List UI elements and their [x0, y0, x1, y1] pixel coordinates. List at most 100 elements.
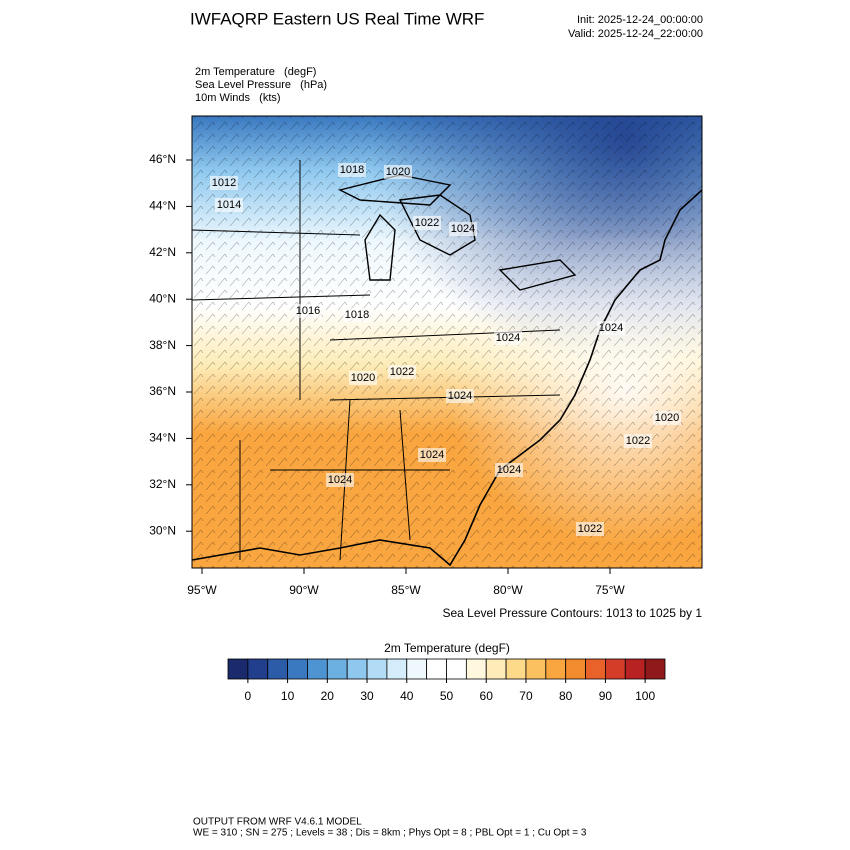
colorbar-box [485, 658, 507, 680]
lat-label: 40°N [149, 291, 176, 305]
contour-label: 1018 [345, 309, 369, 321]
colorbar-box [525, 658, 547, 680]
colorbar-box [247, 658, 269, 680]
contour-label: 1024 [420, 449, 444, 461]
contour-label-box [597, 321, 625, 335]
lat-label: 34°N [149, 431, 176, 445]
colorbar-box [227, 658, 249, 680]
lat-label: 44°N [149, 199, 176, 213]
map-frame [191, 115, 703, 569]
lon-label: 75°W [595, 583, 625, 597]
colorbar-box [605, 658, 626, 680]
contour-label-box [653, 411, 681, 425]
contour-label-box [449, 222, 477, 236]
contour-label: 1022 [415, 217, 439, 229]
contour-label: 1022 [578, 523, 602, 535]
field-name: Sea Level Pressure (hPa) [195, 79, 327, 91]
colorbar-box [446, 658, 467, 680]
colorbar-tick-label: 10 [281, 689, 295, 703]
colorbar-tick-label: 80 [559, 689, 573, 703]
colorbar-tick-label: 30 [360, 689, 374, 703]
colorbar-box [366, 658, 388, 680]
colorbar-box [386, 658, 408, 680]
colorbar-box [505, 658, 527, 680]
colorbar-box [287, 658, 308, 680]
contour-label-box [446, 389, 474, 403]
lon-label: 85°W [391, 583, 421, 597]
colorbar-tick-label: 70 [519, 689, 533, 703]
contour-label: 1016 [296, 305, 320, 317]
contour-label: 1018 [340, 164, 364, 176]
contour-label: 1022 [626, 435, 650, 447]
wind-barbs [192, 116, 702, 568]
lat-label: 30°N [149, 523, 176, 537]
contour-label: 1024 [497, 464, 521, 476]
lat-label: 32°N [149, 477, 176, 491]
contour-label-box [494, 331, 522, 345]
field-name: 10m Winds (kts) [195, 92, 281, 104]
contour-label-box [343, 308, 371, 322]
colorbar-box [585, 658, 606, 680]
colorbar: 0 10 20 30 40 50 60 70 80 90 100 [227, 658, 666, 703]
footer-line-2: WE = 310 ; SN = 275 ; Levels = 38 ; Dis … [193, 828, 587, 839]
map-axes: 46°N 44°N 42°N 40°N 38°N 36°N 34°N 32°N 30°N 95°W… [149, 152, 625, 597]
contour-label: 1024 [496, 332, 520, 344]
contour-label-box [294, 304, 322, 318]
field-name: 2m Temperature (degF) [195, 66, 316, 78]
colorbar-tick-label: 90 [599, 689, 613, 703]
contour-label: 1022 [390, 366, 414, 378]
contour-label-box [576, 522, 604, 536]
contour-label-box [338, 163, 366, 177]
great-lakes [337, 174, 577, 291]
colorbar-box [326, 658, 348, 680]
contour-label: 1024 [599, 322, 623, 334]
init-time: Init: 2025-12-24_00:00:00 [577, 14, 703, 26]
contour-label-box [418, 448, 446, 462]
lon-label: 95°W [187, 583, 217, 597]
footer-line-1: OUTPUT FROM WRF V4.6.1 MODEL [193, 817, 362, 828]
lat-label: 38°N [149, 338, 176, 352]
contour-labels: 1016 1018 1020 1022 1024 1024 1024 1024 1022 1022… [210, 163, 681, 536]
contour-label-box [413, 216, 441, 230]
lon-label: 80°W [493, 583, 523, 597]
colorbar-box [346, 658, 368, 680]
contour-label-box [349, 371, 377, 385]
contour-label: 1020 [386, 166, 410, 178]
contour-label-box [384, 165, 412, 179]
field-list: 2m Temperature (degF)Sea Level Pressure … [195, 66, 327, 104]
colorbar-box [624, 658, 646, 680]
title: IWFAQRP Eastern US Real Time WRF [190, 9, 484, 28]
colorbar-title: 2m Temperature (degF) [384, 641, 510, 655]
contour-label-box [210, 176, 238, 190]
colorbar-box [426, 658, 447, 680]
colorbar-box [307, 658, 328, 680]
contour-note: Sea Level Pressure Contours: 1013 to 102… [443, 606, 703, 620]
contour-label: 1024 [328, 474, 352, 486]
coastline [191, 189, 703, 567]
colorbar-tick-label: 60 [480, 689, 494, 703]
colorbar-box [406, 658, 428, 680]
contour-label-box [326, 473, 354, 487]
lon-label: 90°W [289, 583, 319, 597]
colorbar-box [465, 658, 487, 680]
contour-label-box [495, 463, 523, 477]
contour-label: 1024 [451, 223, 475, 235]
contour-label-box [624, 434, 652, 448]
colorbar-box [644, 658, 666, 680]
colorbar-tick-label: 0 [245, 689, 252, 703]
colorbar-tick-label: 100 [635, 689, 655, 703]
contour-label: 1020 [655, 412, 679, 424]
lat-label: 42°N [149, 245, 176, 259]
colorbar-box [565, 658, 586, 680]
colorbar-tick-label: 50 [440, 689, 454, 703]
colorbar-box [267, 658, 288, 680]
valid-time: Valid: 2025-12-24_22:00:00 [568, 28, 703, 40]
lat-label: 36°N [149, 384, 176, 398]
contour-label: 1024 [448, 390, 472, 402]
contour-label: 1012 [212, 177, 236, 189]
colorbar-tick-label: 40 [400, 689, 414, 703]
colorbar-tick-label: 20 [321, 689, 335, 703]
contour-label: 1020 [351, 372, 375, 384]
colorbar-box [545, 658, 567, 680]
